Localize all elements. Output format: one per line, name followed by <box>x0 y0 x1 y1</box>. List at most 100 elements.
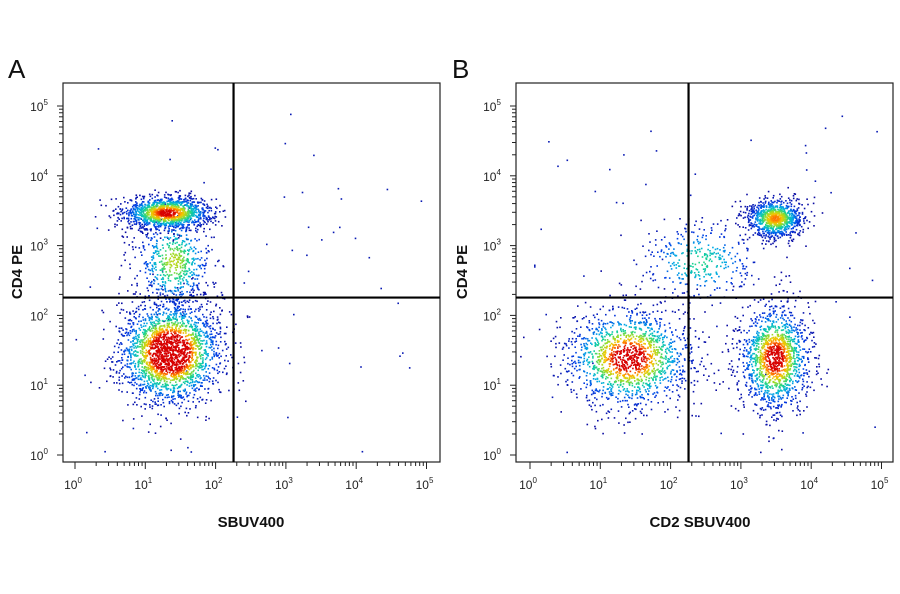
scatter-point <box>166 340 168 342</box>
scatter-point <box>147 213 150 216</box>
scatter-point <box>141 209 143 212</box>
scatter-point <box>174 345 177 348</box>
scatter-point <box>164 202 167 204</box>
scatter-point <box>150 399 152 401</box>
scatter-point <box>139 214 142 217</box>
scatter-point <box>126 376 129 379</box>
scatter-point <box>169 319 171 322</box>
tick-base: 10 <box>30 379 44 393</box>
scatter-point <box>148 243 150 246</box>
scatter-point <box>551 396 554 399</box>
scatter-point <box>185 391 188 394</box>
scatter-point <box>148 343 150 346</box>
scatter-point <box>182 304 184 307</box>
scatter-point <box>760 451 762 454</box>
scatter-point <box>730 374 733 376</box>
scatter-point <box>132 392 134 394</box>
scatter-point <box>103 367 106 370</box>
scatter-point <box>163 324 166 327</box>
scatter-point <box>719 383 721 385</box>
scatter-point <box>197 334 200 337</box>
scatter-point <box>141 211 144 213</box>
scatter-point <box>221 310 223 312</box>
scatter-point <box>219 313 222 316</box>
scatter-point <box>158 335 160 337</box>
scatter-point <box>177 309 180 312</box>
scatter-point <box>155 246 158 248</box>
scatter-point <box>135 194 138 196</box>
scatter-point <box>408 367 411 369</box>
scatter-point <box>163 366 166 368</box>
scatter-point <box>186 347 189 349</box>
scatter-point <box>175 340 178 342</box>
scatter-point <box>203 217 205 219</box>
scatter-point <box>199 306 201 308</box>
scatter-point <box>174 331 176 333</box>
scatter-point <box>142 333 145 335</box>
scatter-point <box>196 328 199 331</box>
scatter-point <box>203 377 206 379</box>
scatter-point <box>203 334 206 336</box>
scatter-point <box>577 305 579 307</box>
scatter-point <box>785 200 787 202</box>
scatter-point <box>144 215 147 218</box>
scatter-point <box>186 352 189 354</box>
scatter-point <box>194 361 196 363</box>
scatter-point <box>192 375 194 377</box>
scatter-point <box>151 334 153 336</box>
scatter-point <box>200 330 203 332</box>
scatter-point <box>149 220 152 222</box>
scatter-point <box>145 357 147 360</box>
scatter-point <box>129 211 132 213</box>
scatter-point <box>181 264 184 267</box>
scatter-point <box>813 345 816 348</box>
scatter-point <box>420 200 423 202</box>
scatter-point <box>175 202 177 204</box>
scatter-point <box>749 224 752 226</box>
scatter-point <box>154 250 157 252</box>
scatter-point <box>720 219 722 222</box>
scatter-point <box>120 327 123 330</box>
scatter-point <box>182 377 184 379</box>
scatter-point <box>669 397 671 400</box>
scatter-point <box>663 218 666 221</box>
scatter-point <box>740 205 742 208</box>
scatter-point <box>179 255 182 257</box>
scatter-point <box>120 210 122 213</box>
scatter-point <box>189 211 192 213</box>
scatter-point <box>196 363 198 366</box>
scatter-point <box>191 344 194 346</box>
scatter-point <box>738 339 740 342</box>
scatter-point <box>775 245 777 248</box>
scatter-point <box>145 374 147 376</box>
scatter-point <box>179 330 182 333</box>
scatter-point <box>164 333 166 336</box>
scatter-point <box>190 367 192 370</box>
scatter-point <box>175 330 178 332</box>
scatter-point <box>197 322 199 324</box>
scatter-point <box>151 259 153 261</box>
scatter-point <box>202 264 204 267</box>
scatter-point <box>188 299 191 301</box>
scatter-point <box>186 270 189 273</box>
scatter-point <box>170 314 172 316</box>
scatter-point <box>159 344 162 346</box>
scatter-point <box>736 382 739 384</box>
scatter-point <box>145 372 148 374</box>
scatter-point <box>778 291 780 293</box>
scatter-point <box>214 211 217 213</box>
scatter-point <box>152 387 154 390</box>
tick-exponent: 5 <box>43 98 48 107</box>
scatter-point <box>145 228 147 230</box>
scatter-point <box>201 368 203 371</box>
scatter-point <box>178 195 181 197</box>
scatter-point <box>164 308 167 310</box>
scatter-point <box>157 360 160 362</box>
scatter-point <box>631 410 634 412</box>
scatter-point <box>171 230 173 233</box>
scatter-point <box>212 377 215 379</box>
scatter-point <box>818 363 820 365</box>
scatter-point <box>121 353 124 356</box>
scatter-point <box>131 284 133 286</box>
scatter-point <box>170 399 173 402</box>
